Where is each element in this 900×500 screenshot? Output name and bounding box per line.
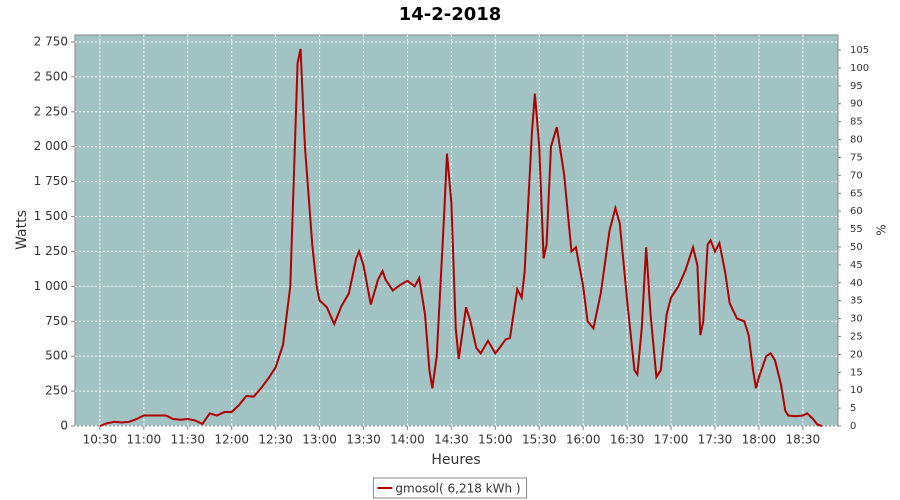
y-tick-label: 0: [60, 419, 68, 433]
y2-tick-label: 40: [850, 278, 863, 289]
y2-tick-label: 60: [850, 206, 863, 217]
y2-tick-label: 85: [850, 117, 863, 128]
y2-tick-label: 5: [850, 403, 856, 414]
y2-tick-label: 95: [850, 81, 863, 92]
y-tick-label: 1 500: [34, 209, 68, 223]
legend: gmosol( 6,218 kWh ): [372, 477, 528, 499]
y2-tick-label: 45: [850, 260, 863, 271]
y2-tick-label: 65: [850, 188, 863, 199]
y-tick-label: 2 000: [34, 139, 68, 153]
y-tick-label: 1 250: [34, 244, 68, 258]
x-tick-label: 13:00: [302, 433, 337, 447]
y2-tick-label: 70: [850, 170, 863, 181]
y2-tick-label: 50: [850, 242, 863, 253]
x-tick-label: 11:00: [127, 433, 162, 447]
x-tick-label: 12:30: [258, 433, 293, 447]
x-tick-label: 16:30: [610, 433, 645, 447]
x-axis-label: Heures: [431, 452, 480, 468]
y2-tick-label: 90: [850, 99, 863, 110]
x-tick-label: 17:30: [698, 433, 733, 447]
y2-tick-label: 100: [850, 63, 869, 74]
legend-label: gmosol( 6,218 kWh ): [395, 482, 520, 496]
x-tick-label: 14:00: [390, 433, 425, 447]
y-tick-label: 2 500: [34, 69, 68, 83]
x-tick-label: 14:30: [434, 433, 469, 447]
y-tick-label: 250: [45, 384, 68, 398]
y2-tick-label: 75: [850, 152, 863, 163]
y-tick-label: 2 750: [34, 34, 68, 48]
legend-box: [372, 477, 528, 499]
plot-area: [74, 34, 839, 427]
y2-tick-label: 10: [850, 385, 863, 396]
y2-tick-label: 20: [850, 349, 863, 360]
y2-axis-label: %: [875, 224, 889, 235]
y2-tick-label: 25: [850, 331, 863, 342]
x-tick-label: 12:00: [214, 433, 249, 447]
y2-tick-label: 35: [850, 296, 863, 307]
x-tick-label: 11:30: [170, 433, 205, 447]
y2-tick-label: 105: [850, 45, 869, 56]
y-tick-label: 750: [45, 314, 68, 328]
y2-tick-label: 80: [850, 135, 863, 146]
y2-tick-label: 30: [850, 314, 863, 325]
x-tick-label: 18:00: [742, 433, 777, 447]
y2-tick-label: 15: [850, 367, 863, 378]
y-tick-label: 2 250: [34, 104, 68, 118]
x-tick-label: 10:30: [83, 433, 118, 447]
chart-title: 14-2-2018: [399, 4, 502, 25]
y2-tick-label: 0: [850, 421, 856, 432]
x-tick-label: 17:00: [654, 433, 689, 447]
y-tick-label: 1 000: [34, 279, 68, 293]
x-tick-label: 18:30: [786, 433, 821, 447]
y-axis-label: Watts: [14, 210, 30, 250]
x-tick-label: 13:30: [346, 433, 381, 447]
x-tick-label: 16:00: [566, 433, 601, 447]
series-line: [99, 48, 823, 427]
y-tick-label: 1 750: [34, 174, 68, 188]
x-tick-label: 15:30: [522, 433, 557, 447]
y-tick-label: 500: [45, 349, 68, 363]
x-tick-label: 15:00: [478, 433, 513, 447]
y2-tick-label: 55: [850, 224, 863, 235]
